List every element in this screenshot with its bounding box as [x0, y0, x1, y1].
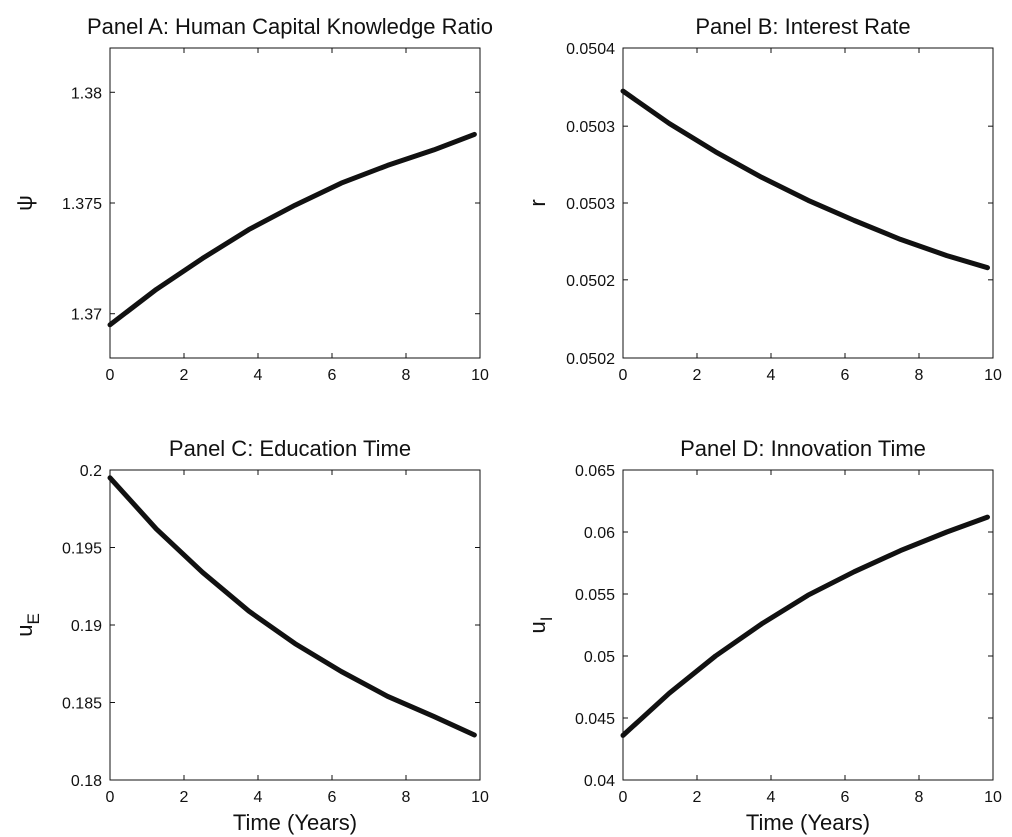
y-tick-label-b: 0.0503	[566, 119, 615, 136]
series-line-d	[620, 514, 990, 738]
x-tick-label-b: 4	[767, 367, 776, 384]
x-tick-label-a: 0	[106, 367, 115, 384]
x-tick-label-d: 8	[915, 789, 924, 806]
x-tick-label-b: 6	[841, 367, 850, 384]
y-tick-label-d: 0.045	[575, 711, 615, 728]
y-axis-label-a: ψ	[12, 195, 37, 211]
chart-title-c: Panel C: Education Time	[169, 436, 411, 461]
y-tick-label-b: 0.0504	[566, 41, 615, 58]
y-tick-label-c: 0.195	[62, 541, 102, 558]
x-tick-label-c: 2	[180, 789, 189, 806]
x-tick-label-a: 10	[471, 367, 489, 384]
chart-title-b: Panel B: Interest Rate	[695, 14, 910, 39]
x-axis-label-c: Time (Years)	[233, 810, 357, 835]
y-tick-label-b: 0.0503	[566, 196, 615, 213]
chart-title-a: Panel A: Human Capital Knowledge Ratio	[87, 14, 493, 39]
y-tick-label-b: 0.0502	[566, 273, 615, 290]
x-tick-label-c: 6	[328, 789, 337, 806]
x-tick-label-a: 8	[402, 367, 411, 384]
x-tick-label-b: 10	[984, 367, 1002, 384]
y-tick-label-b: 0.0502	[566, 351, 615, 368]
x-tick-label-d: 10	[984, 789, 1002, 806]
panel-a: Panel A: Human Capital Knowledge Ratio 0 2…	[12, 14, 493, 384]
y-tick-label-a: 1.38	[71, 85, 102, 102]
x-tick-label-d: 0	[619, 789, 628, 806]
x-tick-label-b: 0	[619, 367, 628, 384]
x-tick-label-a: 6	[328, 367, 337, 384]
x-tick-label-d: 4	[767, 789, 776, 806]
plot-frame-c	[109, 469, 481, 781]
x-axis-label-d: Time (Years)	[746, 810, 870, 835]
panel-d: Panel D: Innovation Time 0 2 4 6 8 10 0.04 0.045…	[525, 436, 1002, 835]
y-tick-label-d: 0.055	[575, 587, 615, 604]
y-tick-label-a: 1.375	[62, 196, 102, 213]
series-line-a	[107, 131, 477, 328]
y-axis-label-b: r	[525, 199, 550, 206]
y-tick-label-c: 0.19	[71, 618, 102, 635]
x-tick-label-a: 2	[180, 367, 189, 384]
y-tick-label-d: 0.05	[584, 649, 615, 666]
y-tick-label-a: 1.37	[71, 307, 102, 324]
y-tick-label-d: 0.04	[584, 773, 615, 790]
y-tick-label-d: 0.06	[584, 525, 615, 542]
y-axis-label-c: uE	[12, 613, 43, 637]
plot-frame-d	[622, 469, 994, 781]
x-tick-label-c: 0	[106, 789, 115, 806]
y-tick-label-d: 0.065	[575, 463, 615, 480]
series-line-b	[620, 88, 990, 271]
panel-b: Panel B: Interest Rate 0 2 4 6 8 10 0.0502 0.050…	[525, 14, 1002, 384]
chart-title-d: Panel D: Innovation Time	[680, 436, 926, 461]
y-tick-label-c: 0.2	[80, 463, 102, 480]
y-tick-label-c: 0.185	[62, 696, 102, 713]
x-tick-label-d: 2	[693, 789, 702, 806]
x-tick-label-d: 6	[841, 789, 850, 806]
x-tick-label-c: 8	[402, 789, 411, 806]
x-tick-label-b: 8	[915, 367, 924, 384]
y-tick-label-c: 0.18	[71, 773, 102, 790]
x-tick-label-c: 10	[471, 789, 489, 806]
panel-c: Panel C: Education Time 0 2 4 6 8 10 0.18 0.185 0…	[12, 436, 489, 835]
x-tick-label-a: 4	[254, 367, 263, 384]
x-tick-label-b: 2	[693, 367, 702, 384]
y-axis-label-d: uI	[525, 617, 556, 634]
series-line-c	[107, 475, 477, 738]
x-tick-label-c: 4	[254, 789, 263, 806]
